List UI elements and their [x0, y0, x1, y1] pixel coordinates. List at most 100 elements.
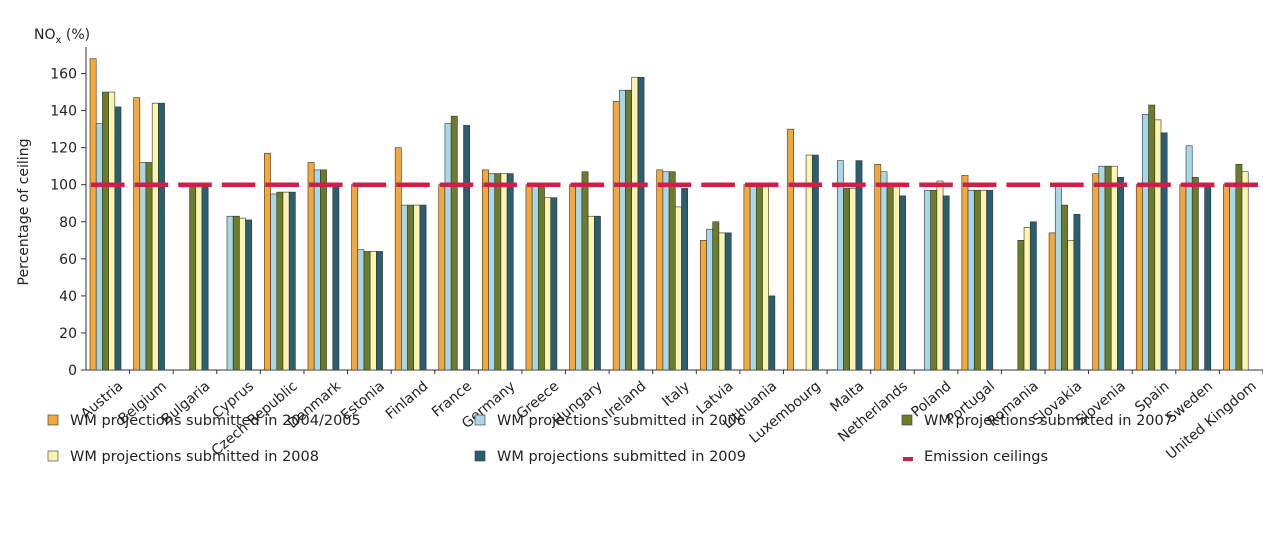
legend-label: WM projections submitted in 2004/2005 [70, 413, 361, 429]
bar [986, 189, 994, 371]
bar [942, 195, 950, 371]
bar [276, 191, 284, 371]
bar [755, 184, 763, 371]
bar [444, 123, 452, 371]
bar [1185, 145, 1193, 371]
bar [201, 184, 209, 371]
bar [232, 215, 240, 371]
y-axis-title: Percentage of ceiling [16, 139, 32, 286]
bar [749, 184, 757, 371]
bar [108, 91, 116, 371]
bar-group [307, 162, 340, 371]
bar [575, 182, 583, 371]
bar [1054, 184, 1062, 371]
bar [899, 195, 906, 371]
bar [1191, 176, 1199, 371]
bar [712, 221, 720, 371]
bar [662, 171, 670, 371]
bar [351, 184, 359, 371]
chart-title-subscript: x [56, 35, 62, 46]
bar [967, 189, 975, 371]
bar [930, 189, 938, 371]
bar [718, 232, 726, 371]
bar [874, 164, 882, 371]
bar [133, 97, 141, 371]
bar [158, 102, 165, 371]
bar [849, 188, 857, 371]
bar-group [961, 175, 994, 371]
bar [961, 175, 969, 371]
bar [1135, 184, 1143, 371]
bar [363, 251, 371, 371]
bar [1148, 104, 1156, 371]
bar [587, 215, 595, 371]
bar [1061, 204, 1068, 371]
bar [463, 125, 471, 371]
bar [531, 184, 539, 371]
bar [1048, 232, 1056, 371]
bar [1142, 113, 1149, 371]
bar [195, 184, 203, 371]
bar [488, 173, 496, 371]
y-tick-label: 60 [59, 252, 77, 268]
bar [550, 197, 558, 371]
bar [1098, 165, 1106, 371]
bar [1067, 239, 1075, 371]
bar [1104, 165, 1112, 371]
chart-title-suffix: (%) [61, 27, 90, 43]
bar [413, 204, 421, 371]
bar [376, 251, 383, 371]
category-label: Finland [383, 378, 432, 422]
bar [239, 217, 246, 371]
bar [357, 249, 365, 371]
bar [855, 160, 863, 371]
bar [500, 173, 508, 371]
legend-swatch-ceiling [903, 457, 913, 461]
legend-label-ceiling: Emission ceilings [924, 449, 1048, 465]
bar-group [1017, 221, 1037, 371]
bar [401, 204, 408, 371]
bar-group [264, 152, 296, 371]
bar-group [699, 221, 732, 371]
bar [836, 160, 844, 371]
bar [282, 191, 290, 371]
y-tick-label: 160 [50, 67, 77, 83]
bar [681, 188, 688, 371]
bar [1179, 184, 1187, 371]
bar [1160, 132, 1168, 371]
bar [699, 239, 707, 371]
bar [811, 154, 819, 371]
bar [625, 89, 633, 371]
bar [724, 232, 732, 371]
bar [886, 184, 894, 371]
bar [892, 184, 900, 371]
bar [482, 169, 489, 371]
bar [594, 215, 601, 371]
bar [1073, 214, 1081, 371]
bar [1092, 173, 1100, 371]
bar [419, 204, 427, 371]
y-tick-label: 40 [59, 289, 77, 305]
bar-group [1135, 104, 1168, 371]
bar [743, 184, 751, 371]
bar [674, 206, 682, 371]
bar [89, 58, 97, 371]
bar [668, 171, 676, 371]
bar [450, 115, 458, 371]
bar [114, 106, 122, 371]
bar [145, 162, 153, 371]
bar [569, 184, 577, 371]
bar [768, 295, 776, 371]
bar [631, 76, 639, 371]
bar [189, 184, 197, 371]
bar [1154, 119, 1162, 371]
bar [307, 162, 315, 371]
chart-title-main: NO [34, 27, 56, 43]
bar [102, 91, 109, 371]
bar [506, 173, 514, 371]
bar [1229, 184, 1237, 371]
bar [1110, 165, 1118, 371]
bar-group [226, 215, 253, 371]
bar-group [482, 169, 514, 371]
